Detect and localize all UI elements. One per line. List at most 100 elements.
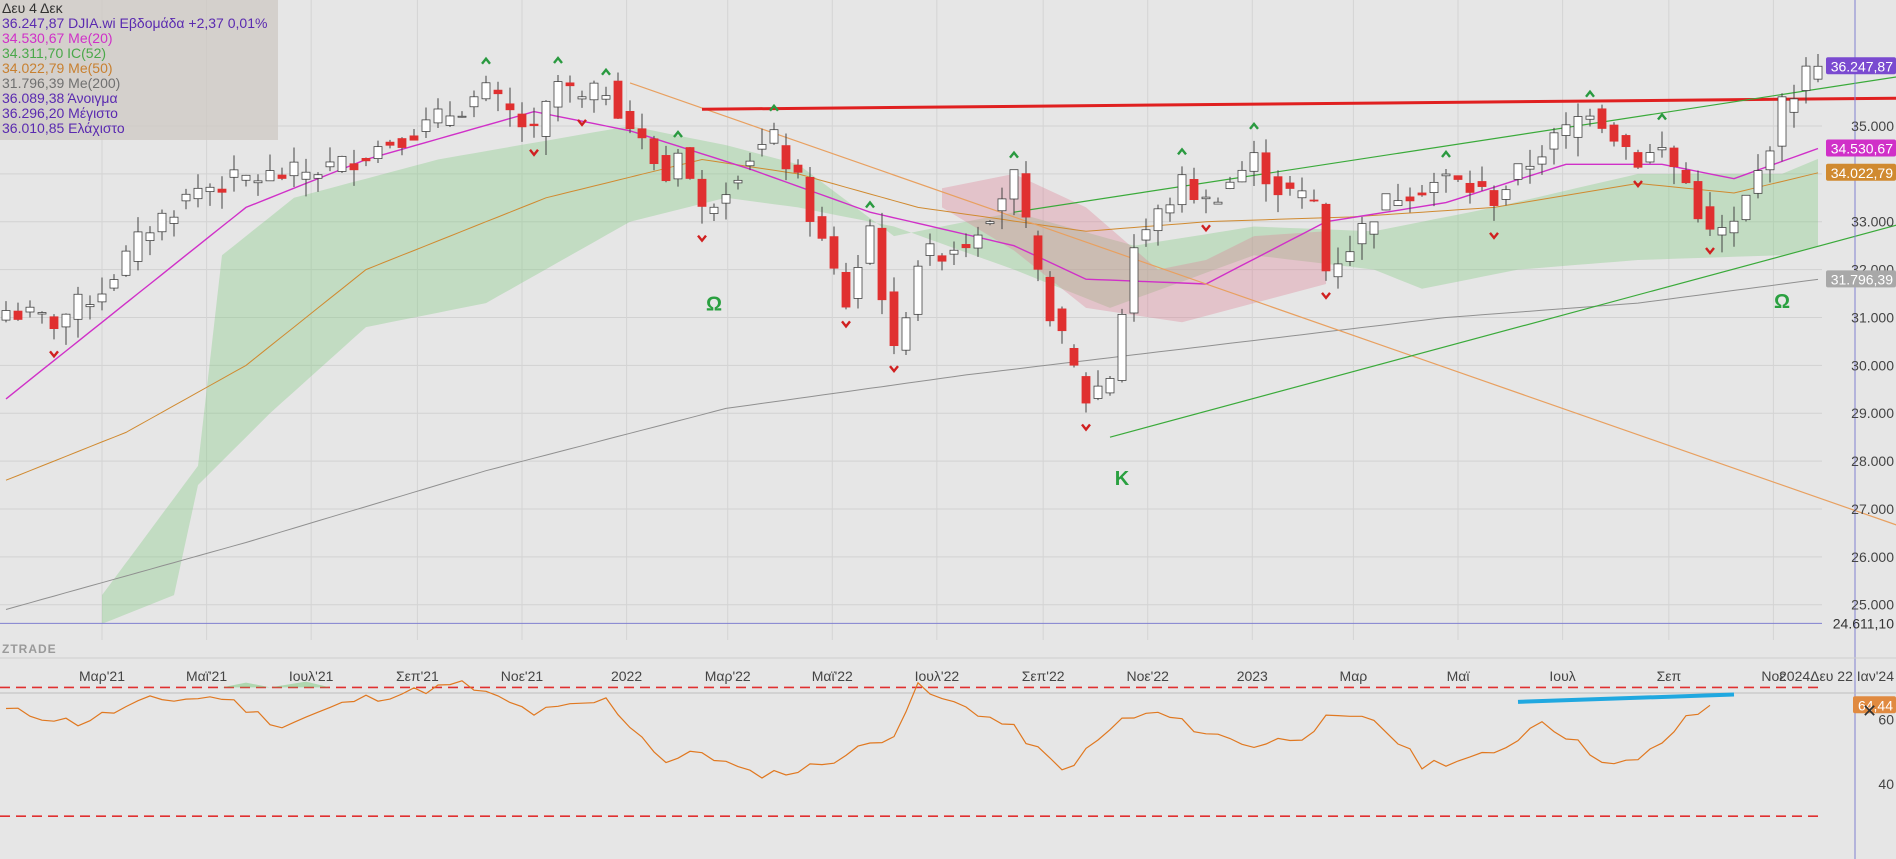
candle-body [25, 306, 35, 313]
candle-body [925, 243, 935, 256]
candle-body [937, 255, 947, 262]
ma20-line [5, 110, 1819, 400]
candle-body [337, 155, 347, 172]
price-label: 36.247,87 [1831, 58, 1893, 74]
candle-body [781, 145, 791, 170]
x-tick-label: Μαϊ'22 [812, 668, 853, 684]
swing-high-marker [481, 56, 491, 65]
candle-body [1321, 203, 1331, 272]
candle-body [1201, 196, 1211, 200]
brand-watermark: ZTRADE [2, 642, 57, 656]
candle-body [1645, 152, 1655, 163]
close-icon[interactable]: ✕ [1862, 701, 1878, 721]
y-tick-label: 30.000 [1851, 357, 1894, 373]
x-tick-label: Ιουλ'21 [289, 668, 334, 684]
candle-body [1801, 65, 1811, 91]
candle-body [553, 81, 563, 108]
candle-body [85, 304, 95, 308]
candle-body [625, 110, 635, 130]
candle-body [1429, 181, 1439, 193]
swing-low-marker [1321, 292, 1331, 300]
swing-low-marker [49, 350, 59, 359]
candle-body [577, 96, 587, 100]
candle-body [1405, 196, 1415, 202]
candle-body [985, 221, 995, 225]
candle-body [181, 193, 191, 202]
candle-body [193, 187, 203, 200]
swing-low-marker [529, 149, 539, 157]
candle-body [661, 155, 671, 182]
candle-body [1393, 200, 1403, 206]
candle-body [1693, 181, 1703, 220]
legend-ma200: 31.796,39 Me(200) [2, 75, 121, 91]
candle-body [1249, 152, 1259, 172]
candle-body [109, 279, 119, 289]
cloud-area [102, 126, 1818, 624]
candle-body [1669, 147, 1679, 168]
candle-body [49, 316, 59, 330]
candle-body [529, 123, 539, 127]
candle-body [1561, 124, 1571, 136]
candle-body [217, 188, 227, 193]
x-tick-label: Σεπ'21 [396, 668, 439, 684]
candle-body [205, 186, 215, 193]
candle-body [1525, 165, 1535, 170]
candle-body [325, 161, 335, 168]
candle-body [961, 244, 971, 249]
swing-high-marker [1177, 147, 1187, 156]
candle-body [1717, 227, 1727, 236]
x-tick-label: Μαρ'21 [79, 668, 125, 684]
candle-body [697, 178, 707, 207]
x-extra-label: 2024Δευ 22 Ιαν'24 [1779, 668, 1894, 684]
candle-body [685, 147, 695, 179]
candle-body [565, 82, 575, 87]
candle-body [1189, 179, 1199, 201]
candle-body [997, 198, 1007, 212]
candle-body [949, 249, 959, 255]
candle-body [433, 108, 443, 124]
candle-body [1153, 208, 1163, 232]
candle-body [1117, 313, 1127, 381]
price-label-bg [1826, 270, 1896, 288]
candle-body [469, 96, 479, 108]
candle-body [1765, 150, 1775, 171]
swing-high-marker [1585, 89, 1595, 98]
price-label-bg [1826, 139, 1896, 157]
trendline-orange [629, 82, 1896, 526]
x-tick-label: Νοε [1761, 668, 1785, 684]
candle-body [1, 310, 11, 321]
rsi-line [5, 680, 1711, 779]
rsi-tick-label: 40 [1878, 776, 1894, 792]
x-tick-label: Μαϊ [1447, 668, 1471, 684]
y-tick-label: 35.000 [1851, 118, 1894, 134]
candle-body [1081, 376, 1091, 404]
candles [1, 53, 1823, 413]
candle-body [301, 171, 311, 180]
candle-body [793, 164, 803, 173]
pattern-label: K [1115, 468, 1130, 490]
candle-body [385, 141, 395, 146]
x-tick-label: Ιουλ'22 [915, 668, 960, 684]
rsi-panel: 60 40 64,44 [0, 680, 1896, 818]
x-tick-label: Σεπ [1657, 668, 1682, 684]
ma200-line [5, 278, 1819, 610]
legend-open: 36.089,38 Άνοιγμα [2, 90, 118, 106]
candle-body [709, 206, 719, 214]
candle-body [229, 169, 239, 178]
pattern-annotations: Ω K Ω [706, 291, 1790, 490]
candle-body [481, 82, 491, 100]
candle-body [1285, 182, 1295, 189]
candle-body [1165, 204, 1175, 214]
candle-body [589, 82, 599, 101]
swing-low-marker [889, 365, 899, 373]
candle-body [169, 216, 179, 224]
candle-body [1177, 174, 1187, 206]
candle-body [541, 100, 551, 137]
y-tick-label: 33.000 [1851, 214, 1894, 230]
candle-body [1369, 221, 1379, 235]
x-tick-label: Σεπ'22 [1022, 668, 1065, 684]
candle-body [1465, 182, 1475, 193]
candle-body [1729, 220, 1739, 234]
y-tick-label: 27.000 [1851, 501, 1894, 517]
